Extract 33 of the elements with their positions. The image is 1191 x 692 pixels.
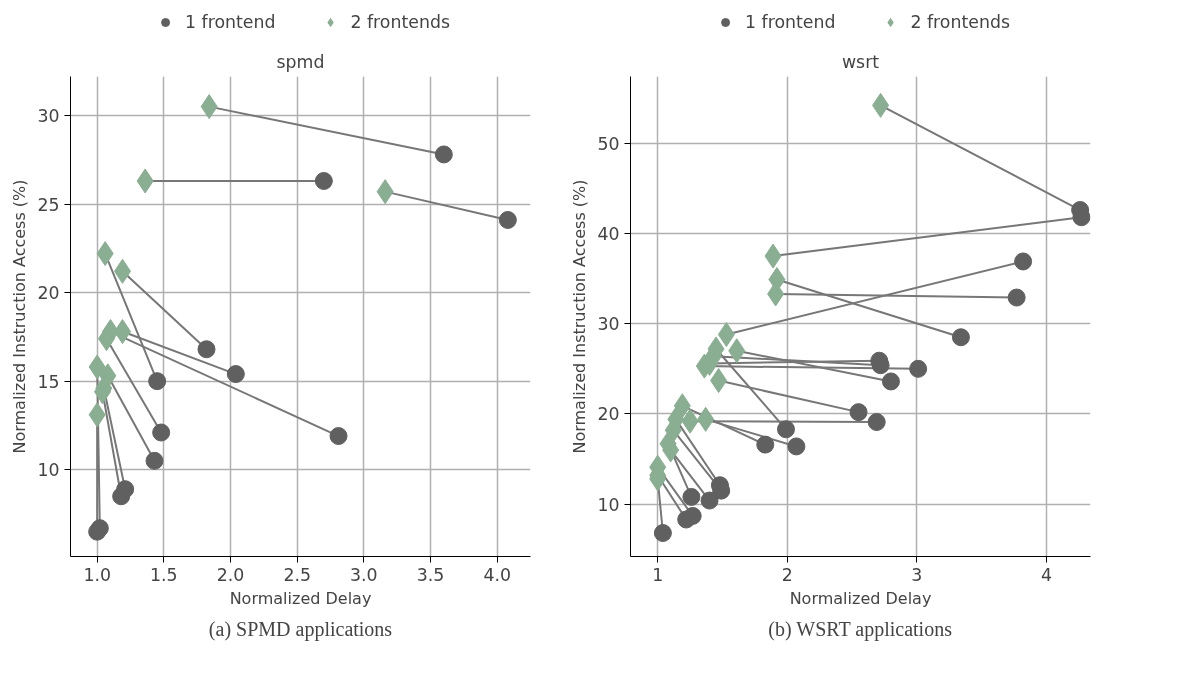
x-tick-label: 2 [781,564,793,585]
y-tick-label: 25 [37,194,60,215]
y-tick-label: 50 [597,133,620,154]
x-tick-label: 3 [911,564,923,585]
text: (a) SPMD applications [208,617,393,641]
legend-label: 1 frontend [745,12,836,32]
chart-title: spmd [276,51,325,72]
y-tick-label: 30 [37,105,60,126]
x-tick-label: 3.0 [350,564,378,585]
legend-label: 1 frontend [185,12,276,32]
x-tick-label: 2.0 [216,564,245,585]
y-tick-label: 15 [37,371,60,392]
x-tick-label: 3.5 [416,564,445,585]
y-tick-label: 30 [597,314,620,335]
x-tick-label: 4 [1040,564,1052,585]
y-tick-label: 10 [597,494,620,515]
y-tick-label: 20 [597,404,620,425]
x-axis-title: Normalized Delay [229,588,372,608]
x-tick-label: 4.0 [483,564,511,585]
x-tick-label: 1.5 [150,564,178,585]
legend-label: 2 frontends [910,12,1010,32]
y-tick-label: 20 [37,283,60,304]
legend-label: 2 frontends [350,12,450,32]
y-axis-title: Normalized Instruction Access (%) [570,179,590,454]
y-tick-label: 10 [37,460,60,481]
x-tick-label: 1 [652,564,664,585]
text: (b) WSRT applications [768,617,953,641]
x-tick-label: 1.0 [83,564,111,585]
y-tick-label: 40 [597,223,620,244]
x-axis-title: Normalized Delay [789,588,932,608]
chart-title: wsrt [841,51,880,72]
x-tick-label: 2.5 [283,564,311,585]
y-axis-title: Normalized Instruction Access (%) [10,179,30,454]
